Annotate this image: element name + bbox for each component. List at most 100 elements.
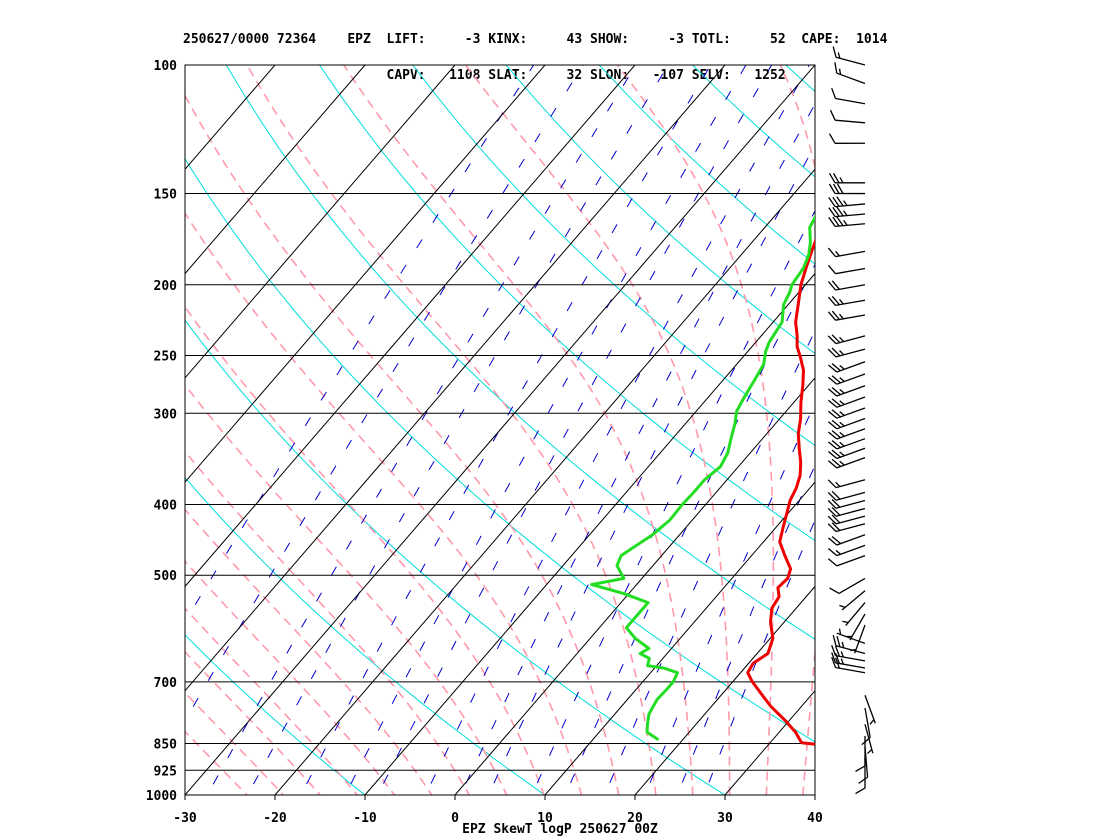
pressure-tick-label: 1000	[146, 789, 177, 804]
profiles	[590, 214, 815, 746]
isotherm	[185, 65, 726, 692]
mixing-ratio-line	[703, 518, 815, 795]
isotherm	[634, 585, 815, 795]
wind-barb	[827, 555, 866, 567]
isotherm	[185, 65, 366, 275]
moist-adiabat	[185, 450, 471, 795]
header-line-2: CAPV: 1108 SLAT: 32 SLON: -107 SELV: 125…	[183, 68, 786, 83]
mixing-ratio-line	[185, 65, 584, 722]
pressure-tick-label: 250	[154, 349, 178, 364]
pressure-tick-label: 100	[154, 59, 178, 74]
pressure-tick-label: 150	[154, 188, 178, 203]
moist-adiabat	[185, 560, 396, 795]
pressure-tick-label: 300	[154, 407, 178, 422]
pressure-tick-label: 200	[154, 279, 178, 294]
wind-barb	[827, 417, 866, 430]
wind-barb	[831, 87, 866, 105]
wind-barb	[827, 373, 866, 385]
temperature-tick-label: -10	[353, 811, 377, 826]
isotherm	[274, 168, 815, 795]
moist-adiabat	[185, 730, 248, 795]
wind-barbs	[827, 46, 876, 795]
isotherm	[185, 65, 276, 171]
moist-adiabat	[779, 65, 815, 795]
dry-adiabat	[505, 65, 815, 355]
wind-barb	[864, 724, 874, 755]
pressure-tick-label: 925	[154, 764, 177, 779]
mixing-ratio-line	[676, 464, 815, 795]
moist-adiabat	[185, 383, 508, 795]
moist-adiabat	[185, 607, 359, 795]
mixing-ratio-line	[604, 329, 815, 795]
wind-barb	[858, 747, 869, 784]
wind-barb	[827, 264, 866, 275]
wind-barb	[828, 206, 866, 218]
moist-adiabat	[185, 94, 620, 795]
moist-adiabat	[465, 65, 731, 795]
moist-adiabat	[246, 65, 657, 795]
mixing-ratio-line	[185, 65, 535, 623]
dry-adiabat	[879, 65, 1120, 811]
wind-barb	[855, 758, 866, 795]
mixing-ratio-line	[531, 209, 815, 795]
mixing-ratio-lines	[185, 65, 815, 795]
wind-barb	[827, 428, 866, 440]
wind-barb	[827, 361, 866, 373]
wind-barb	[828, 183, 866, 195]
wind-barb	[827, 310, 866, 321]
isobar-grid	[185, 64, 815, 796]
dry-adiabat	[1065, 65, 1120, 811]
mixing-ratio-line	[564, 263, 815, 795]
wind-barb	[827, 385, 866, 397]
moist-adiabat	[185, 305, 545, 795]
wind-barb	[831, 645, 866, 662]
header-line-1: 250627/0000 72364 EPZ LIFT: -3 KINX: 43 …	[183, 32, 888, 47]
wind-barb	[836, 628, 866, 645]
pressure-tick-label: 700	[154, 676, 178, 691]
chart-title: EPZ SkewT logP 250627 00Z	[462, 822, 658, 837]
mixing-ratio-line	[644, 402, 815, 795]
wind-barb	[831, 652, 866, 669]
dry-adiabat	[185, 157, 815, 743]
wind-barb	[829, 577, 866, 594]
sounding-header: 250627/0000 72364 EPZ LIFT: -3 KINX: 43 …	[183, 10, 887, 94]
dewpoint-profile	[590, 214, 815, 741]
dry-adiabat	[185, 319, 726, 795]
pressure-tick-labels: 100 150 200 250 300 400 500 700 850 925 1000	[146, 59, 177, 804]
wind-barb	[827, 447, 866, 460]
wind-barb	[827, 347, 866, 358]
dry-adiabat	[185, 476, 546, 795]
temperature-tick-labels: -30 -20 -10 0 10 20 30 40	[173, 795, 823, 826]
moist-adiabat	[185, 650, 322, 795]
pressure-tick-label: 500	[154, 569, 178, 584]
wind-barb	[832, 46, 866, 66]
temperature-tick-label: 0	[451, 811, 459, 826]
wind-barb	[855, 735, 866, 772]
wind-barb	[827, 544, 866, 557]
dry-adiabat	[319, 65, 815, 542]
wind-barb	[832, 634, 866, 655]
moist-adiabat	[185, 508, 433, 795]
wind-barb	[828, 133, 866, 144]
wind-barb	[827, 514, 866, 525]
wind-barb	[827, 247, 866, 258]
dry-adiabat	[412, 65, 815, 447]
isotherm	[185, 65, 636, 588]
wind-barb	[831, 656, 866, 674]
isotherm	[544, 481, 815, 795]
isotherm	[905, 65, 1120, 795]
wind-barb	[842, 602, 866, 627]
mixing-ratio-line	[459, 103, 815, 795]
wind-barb	[827, 490, 866, 501]
dry-adiabat	[972, 65, 1120, 811]
temperature-tick-label: 10	[537, 811, 553, 826]
wind-barb	[827, 280, 866, 291]
isotherm	[185, 65, 815, 795]
wind-barb	[827, 506, 866, 517]
temperature-tick-label: -30	[173, 811, 197, 826]
moist-adiabat	[185, 211, 583, 795]
dry-adiabat	[185, 794, 186, 795]
isotherm	[364, 272, 815, 795]
mixing-ratio-line	[206, 65, 637, 795]
